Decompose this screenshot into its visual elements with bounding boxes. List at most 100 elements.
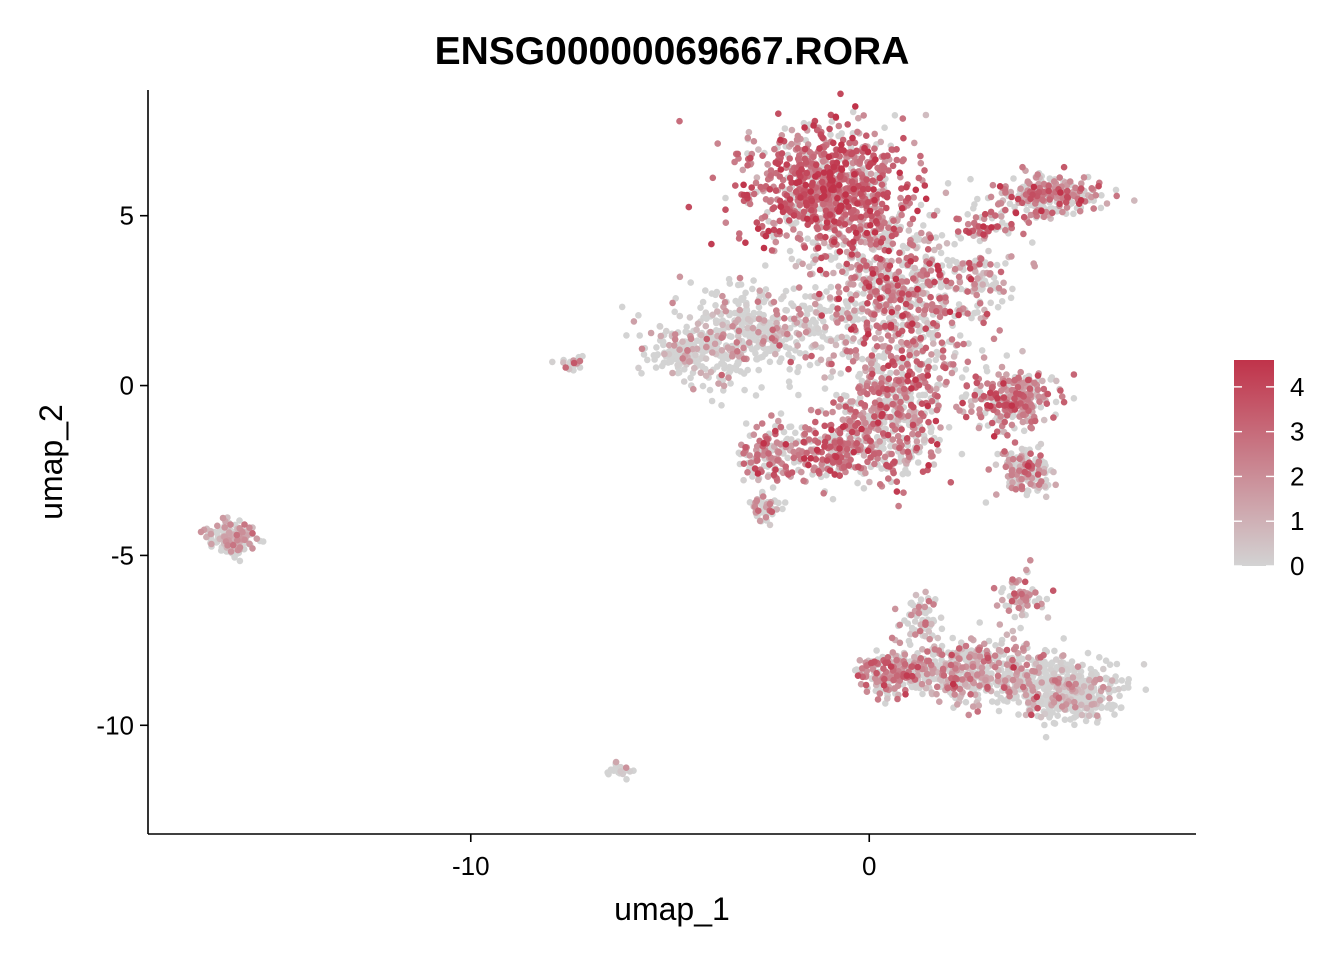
cell-point	[979, 281, 986, 288]
cell-point	[802, 328, 810, 336]
cell-point	[952, 674, 959, 682]
cell-point	[1075, 695, 1083, 702]
cell-point	[779, 505, 786, 513]
cell-point	[831, 439, 838, 446]
cell-point	[948, 336, 956, 343]
cell-point	[1015, 711, 1022, 718]
cell-point	[794, 234, 802, 242]
cell-point	[1055, 694, 1063, 702]
cell-point	[880, 354, 888, 362]
cell-point	[1035, 664, 1043, 671]
cell-point	[755, 146, 762, 153]
cell-point	[1066, 178, 1074, 185]
cell-point	[993, 602, 1001, 609]
cell-point	[1011, 203, 1018, 211]
cell-point	[817, 356, 825, 364]
cell-point	[812, 418, 819, 426]
cell-point	[822, 323, 829, 331]
cell-point	[866, 478, 873, 486]
cell-point	[928, 408, 936, 415]
cell-point	[709, 174, 717, 182]
cell-point	[836, 429, 844, 437]
cell-point	[1027, 424, 1034, 431]
cell-point	[908, 663, 916, 670]
cell-point	[974, 708, 981, 715]
cell-point	[221, 524, 228, 531]
cell-point	[933, 308, 940, 315]
cell-point	[1027, 211, 1035, 219]
cell-point	[948, 319, 956, 327]
cell-point	[839, 268, 846, 276]
cell-point	[1041, 459, 1048, 467]
cell-point	[924, 383, 932, 391]
cell-point	[753, 174, 761, 181]
cell-point	[889, 422, 896, 429]
cell-point	[925, 597, 933, 605]
cell-point	[860, 257, 867, 265]
cell-point	[939, 665, 947, 673]
cell-point	[1002, 260, 1009, 267]
cell-point	[821, 385, 829, 392]
cell-point	[858, 377, 866, 385]
cell-point	[807, 406, 815, 414]
cell-point	[932, 234, 940, 241]
cell-point	[1057, 659, 1064, 666]
cell-point	[1098, 192, 1105, 199]
chart-title: ENSG00000069667.RORA	[435, 30, 910, 73]
cell-point	[786, 383, 793, 391]
cell-point	[752, 392, 760, 399]
cell-point	[651, 356, 658, 363]
cell-point	[777, 410, 785, 417]
cell-point	[753, 219, 761, 226]
cell-point	[740, 370, 748, 377]
cell-point	[718, 402, 725, 409]
cell-point	[755, 328, 762, 336]
cell-point	[820, 318, 827, 325]
cell-point	[861, 402, 869, 409]
cell-point	[1041, 483, 1049, 490]
cell-point	[1055, 686, 1063, 694]
cell-point	[1057, 387, 1064, 394]
cell-point	[987, 261, 994, 268]
cell-point	[966, 653, 973, 661]
cell-point	[1070, 371, 1078, 378]
cell-point	[928, 351, 935, 358]
cell-point	[965, 259, 973, 267]
cell-point	[1015, 604, 1022, 612]
cell-point	[912, 591, 920, 599]
cell-point	[709, 349, 716, 356]
cell-point	[905, 291, 912, 298]
cell-point	[1088, 701, 1096, 708]
cell-point	[959, 664, 966, 671]
cell-point	[1007, 450, 1015, 457]
cell-point	[734, 348, 741, 355]
cell-point	[927, 428, 935, 436]
cell-point	[843, 392, 850, 400]
cell-point	[948, 369, 956, 377]
cell-point	[971, 280, 978, 288]
cell-point	[1017, 624, 1024, 632]
cell-point	[860, 112, 867, 119]
cell-point	[883, 204, 890, 212]
cell-point	[991, 652, 999, 659]
cell-point	[916, 361, 924, 368]
cell-point	[1111, 711, 1118, 718]
cell-point	[742, 444, 749, 451]
cell-point	[1011, 688, 1018, 696]
cell-point	[812, 456, 820, 463]
cell-point	[814, 325, 822, 333]
cell-point	[968, 408, 975, 416]
cell-point	[780, 293, 787, 300]
cell-point	[756, 287, 763, 295]
cell-point	[944, 256, 951, 264]
cell-point	[958, 374, 966, 381]
cell-point	[792, 429, 799, 437]
cell-point	[912, 684, 920, 691]
cell-point	[856, 657, 864, 664]
cell-point	[888, 146, 895, 153]
cell-point	[995, 707, 1003, 715]
cell-point	[747, 459, 755, 466]
cell-point	[1054, 712, 1061, 719]
cell-point	[904, 448, 912, 456]
cell-point	[936, 313, 944, 321]
